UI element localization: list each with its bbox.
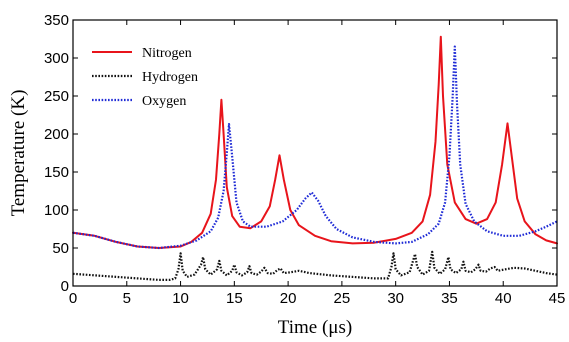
y-tick-label: 300 (44, 50, 69, 67)
x-tick-label: 0 (69, 290, 77, 307)
series-line-hydrogen (72, 250, 558, 281)
x-tick-label: 35 (441, 290, 458, 307)
x-tick-label: 10 (172, 290, 189, 307)
y-tick-label: 100 (44, 202, 69, 219)
x-tick-label: 45 (549, 290, 566, 307)
legend: Nitrogen Hydrogen Oxygen (92, 46, 198, 109)
y-tick-label: 0 (61, 278, 69, 295)
series-line-oxygen (72, 45, 558, 250)
legend-label-hydrogen: Hydrogen (142, 70, 198, 85)
x-tick-label: 40 (495, 290, 512, 307)
x-tick-label: 5 (123, 290, 131, 307)
y-tick-label: 50 (52, 240, 69, 257)
y-tick-label: 250 (44, 88, 69, 105)
x-axis: 0 5 10 15 20 25 30 35 40 45 (69, 20, 566, 307)
y-tick-label: 150 (44, 164, 69, 181)
y-tick-label: 350 (44, 12, 69, 29)
y-axis-title: Temperature (K) (8, 90, 29, 217)
x-tick-label: 15 (226, 290, 243, 307)
x-tick-label: 25 (334, 290, 351, 307)
plot-series-group (72, 35, 558, 281)
y-axis: 0 50 100 150 200 250 300 350 (44, 12, 557, 295)
legend-label-oxygen: Oxygen (142, 94, 186, 109)
y-tick-label: 200 (44, 126, 69, 143)
legend-label-nitrogen: Nitrogen (142, 46, 192, 61)
x-tick-label: 20 (280, 290, 297, 307)
series-line-nitrogen (72, 35, 558, 249)
plot-frame (72, 19, 558, 287)
x-axis-title: Time (μs) (278, 317, 352, 338)
x-tick-label: 30 (387, 290, 404, 307)
